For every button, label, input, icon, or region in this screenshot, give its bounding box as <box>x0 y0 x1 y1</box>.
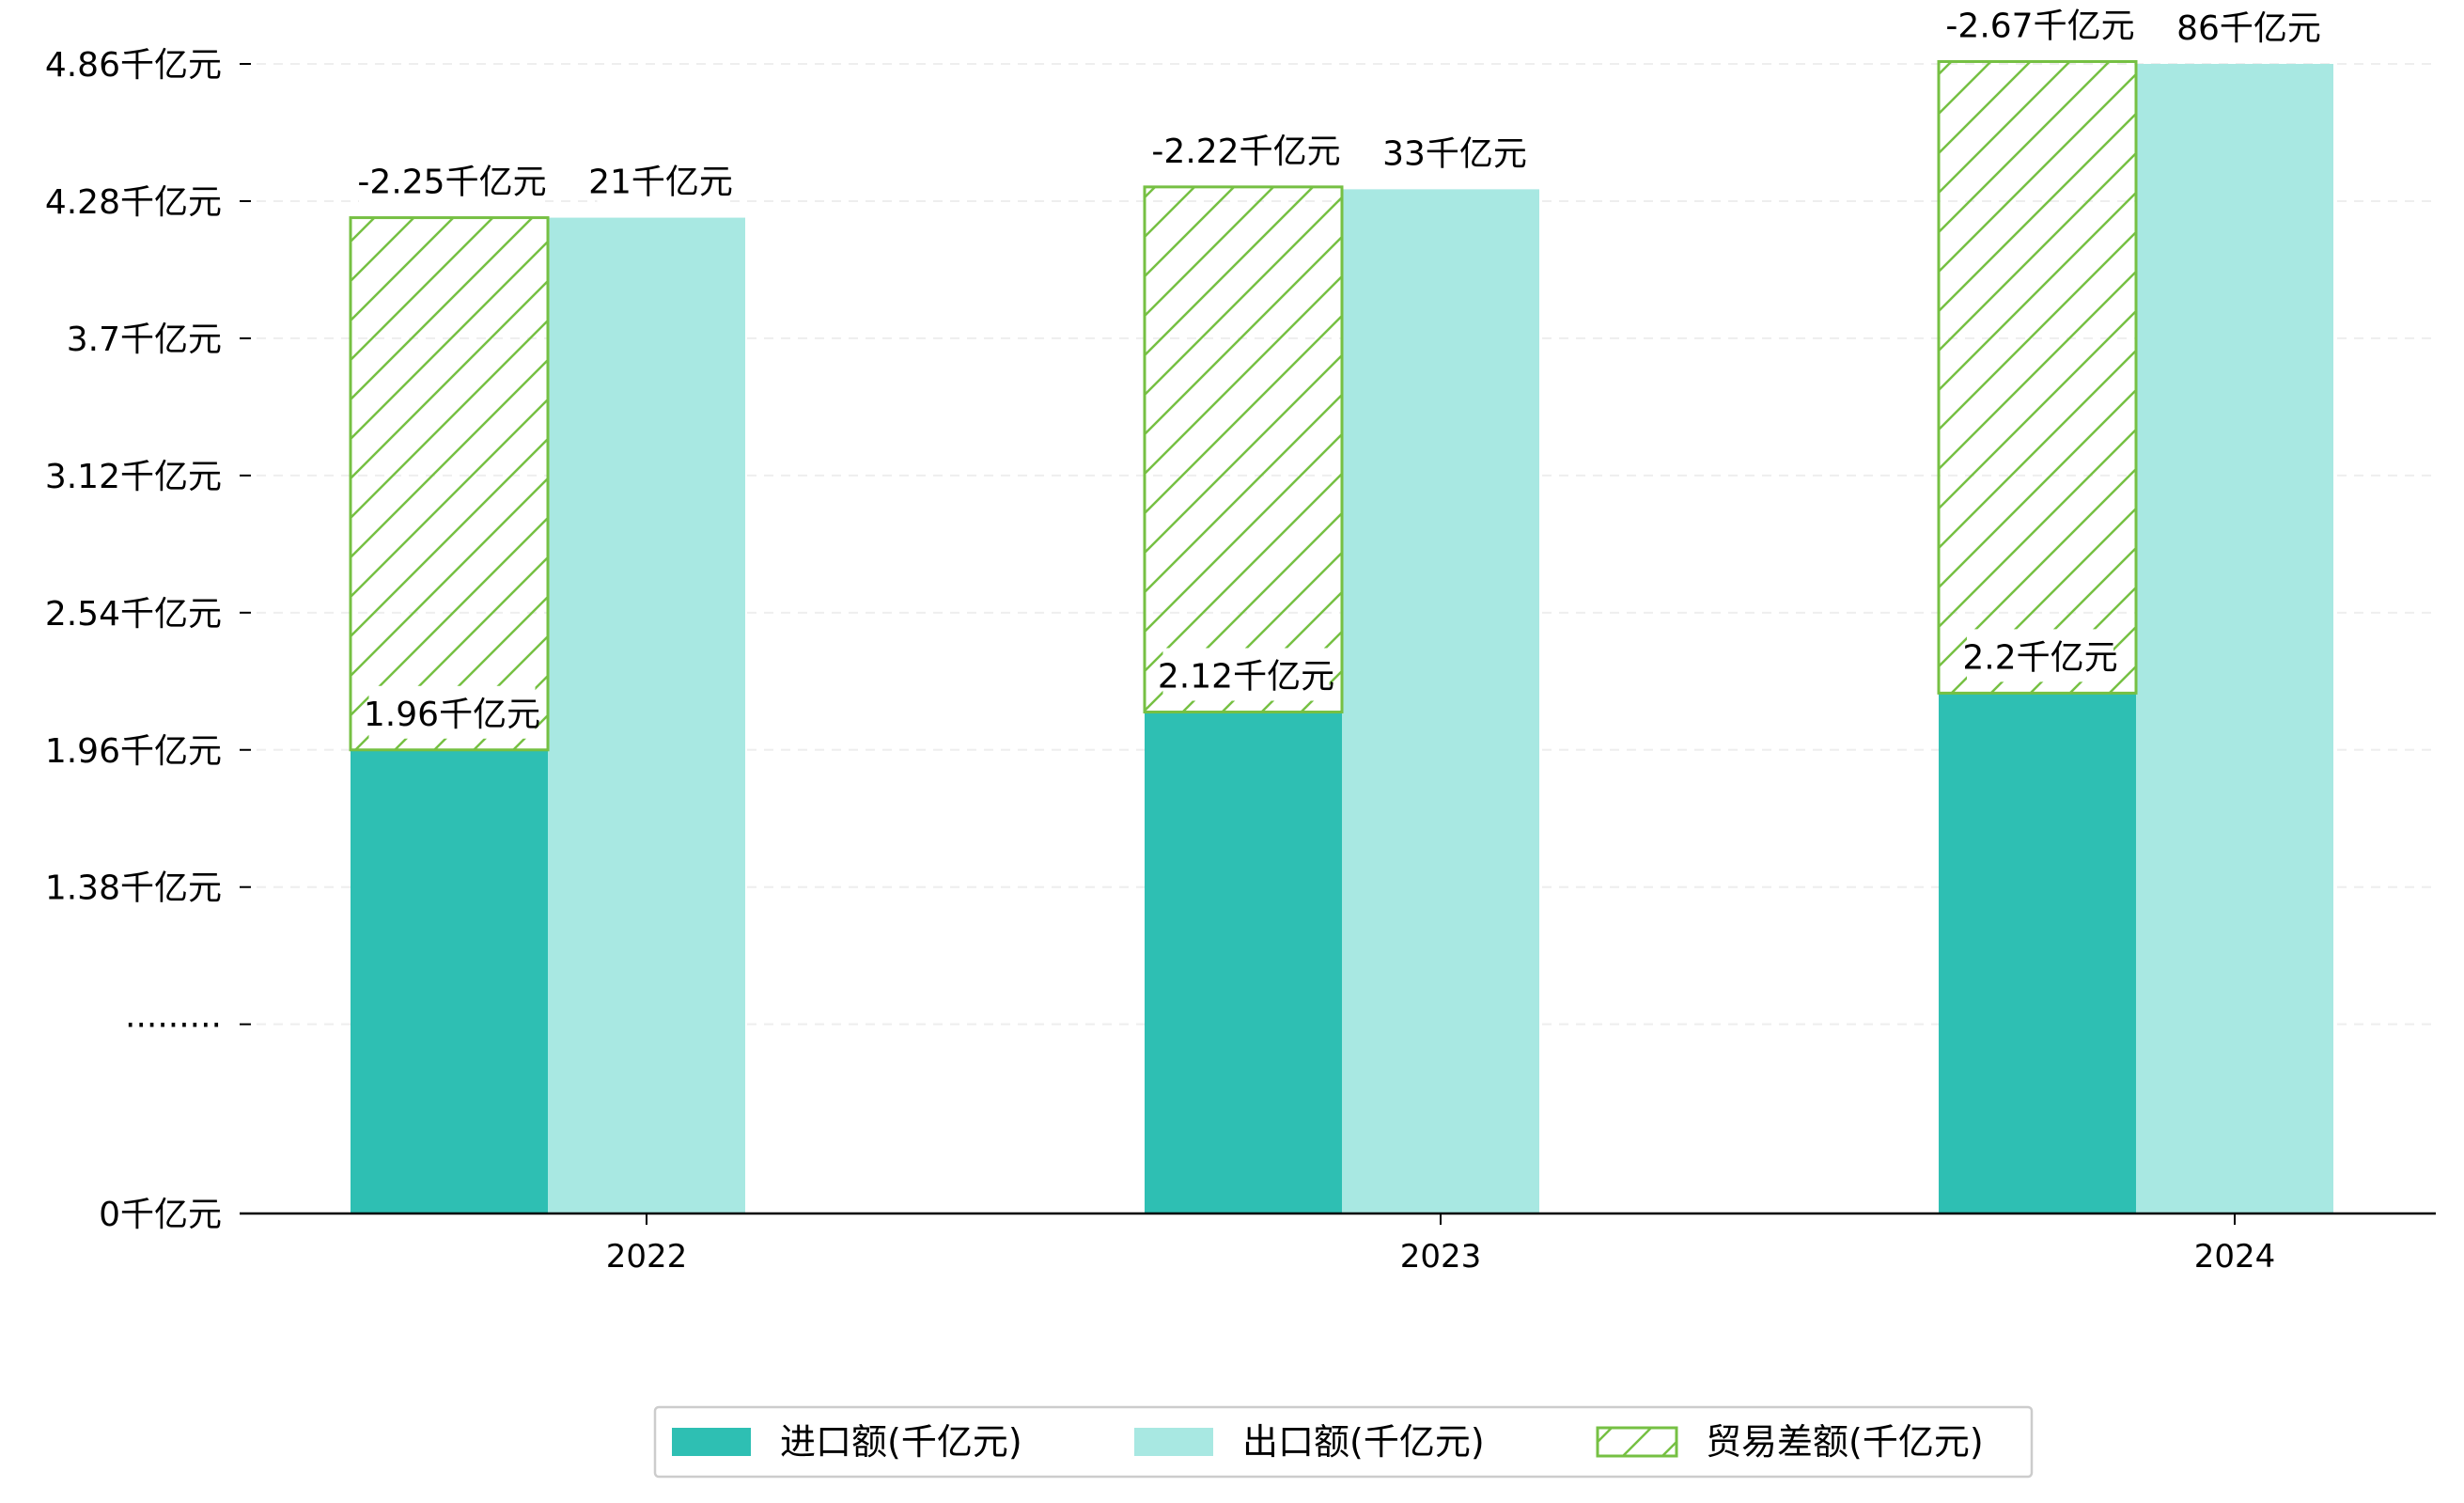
data-label-import-2022: 1.96千亿元 <box>364 685 540 739</box>
bar-import-2022 <box>351 749 548 1213</box>
legend-swatch <box>1596 1426 1678 1458</box>
data-label-balance-2022: -2.25千亿元 <box>357 153 547 207</box>
svg-text:1.96千亿元: 1.96千亿元 <box>364 696 540 734</box>
data-label-import-2024: 2.2千亿元 <box>1962 629 2118 682</box>
bar-export-2022 <box>548 217 745 1214</box>
data-label-export-2023: 33千亿元 <box>1382 125 1527 179</box>
axes: 0千亿元 ········· 1.38千亿元 1.96千亿元 2.54千亿元 3.12千亿… <box>45 46 2436 1276</box>
bar-import-2023 <box>1145 712 1342 1213</box>
data-label-export-2022: 21千亿元 <box>588 153 733 207</box>
y-tick-label: 2.54千亿元 <box>45 595 222 634</box>
x-tick-label: 2023 <box>1400 1238 1482 1276</box>
legend-label: 出口额(千亿元) <box>1242 1421 1485 1463</box>
bar-export-2024 <box>2136 64 2333 1213</box>
svg-text:86千亿元: 86千亿元 <box>2176 9 2321 48</box>
bar-balance-2023 <box>1143 185 1344 714</box>
x-tick-label: 2022 <box>606 1238 688 1276</box>
y-tick-label: 0千亿元 <box>99 1196 222 1234</box>
legend-swatch <box>1134 1428 1213 1456</box>
data-label-export-2024: 86千亿元 <box>2176 0 2321 53</box>
legend[interactable]: 进口额(千亿元) 出口额(千亿元) 贸易差额(千亿元) <box>653 1405 2034 1479</box>
x-tick-label: 2024 <box>2194 1238 2276 1276</box>
svg-text:-2.67千亿元: -2.67千亿元 <box>1945 7 2134 45</box>
bar-balance-2024 <box>1937 59 2138 695</box>
legend-item-export[interactable]: 出口额(千亿元) <box>1134 1421 1485 1463</box>
legend-item-balance[interactable]: 贸易差额(千亿元) <box>1596 1421 1984 1463</box>
legend-item-import[interactable]: 进口额(千亿元) <box>672 1421 1022 1463</box>
y-tick-label: 1.96千亿元 <box>45 732 222 771</box>
bar-balance-2022 <box>349 216 550 752</box>
svg-text:-2.25千亿元: -2.25千亿元 <box>357 164 546 202</box>
legend-label: 贸易差额(千亿元) <box>1706 1421 1984 1463</box>
y-tick-label: 1.38千亿元 <box>45 869 222 908</box>
y-tick-label: 4.28千亿元 <box>45 183 222 222</box>
bar-export-2023 <box>1342 189 1539 1213</box>
y-tick-label: ········· <box>125 1007 222 1045</box>
legend-box <box>653 1405 2034 1479</box>
legend-swatch <box>672 1428 751 1456</box>
legend-label: 进口额(千亿元) <box>780 1421 1022 1463</box>
svg-text:21千亿元: 21千亿元 <box>588 164 733 202</box>
data-labels: 1.96千亿元 -2.25千亿元 21千亿元 2.12千亿元 -2.22千亿元 33千亿元… <box>357 0 2321 739</box>
svg-text:33千亿元: 33千亿元 <box>1382 134 1527 173</box>
svg-text:2.2千亿元: 2.2千亿元 <box>1962 638 2117 677</box>
bars <box>349 59 2333 1214</box>
y-tick-label: 3.12千亿元 <box>45 458 222 496</box>
data-label-import-2023: 2.12千亿元 <box>1158 648 1334 701</box>
bar-import-2024 <box>1939 693 2136 1213</box>
y-tick-label: 4.86千亿元 <box>45 46 222 85</box>
data-label-balance-2023: -2.22千亿元 <box>1151 122 1341 176</box>
svg-text:2.12千亿元: 2.12千亿元 <box>1158 658 1334 697</box>
data-label-balance-2024: -2.67千亿元 <box>1945 0 2135 51</box>
y-tick-label: 3.7千亿元 <box>67 321 222 359</box>
svg-text:-2.22千亿元: -2.22千亿元 <box>1151 133 1340 171</box>
